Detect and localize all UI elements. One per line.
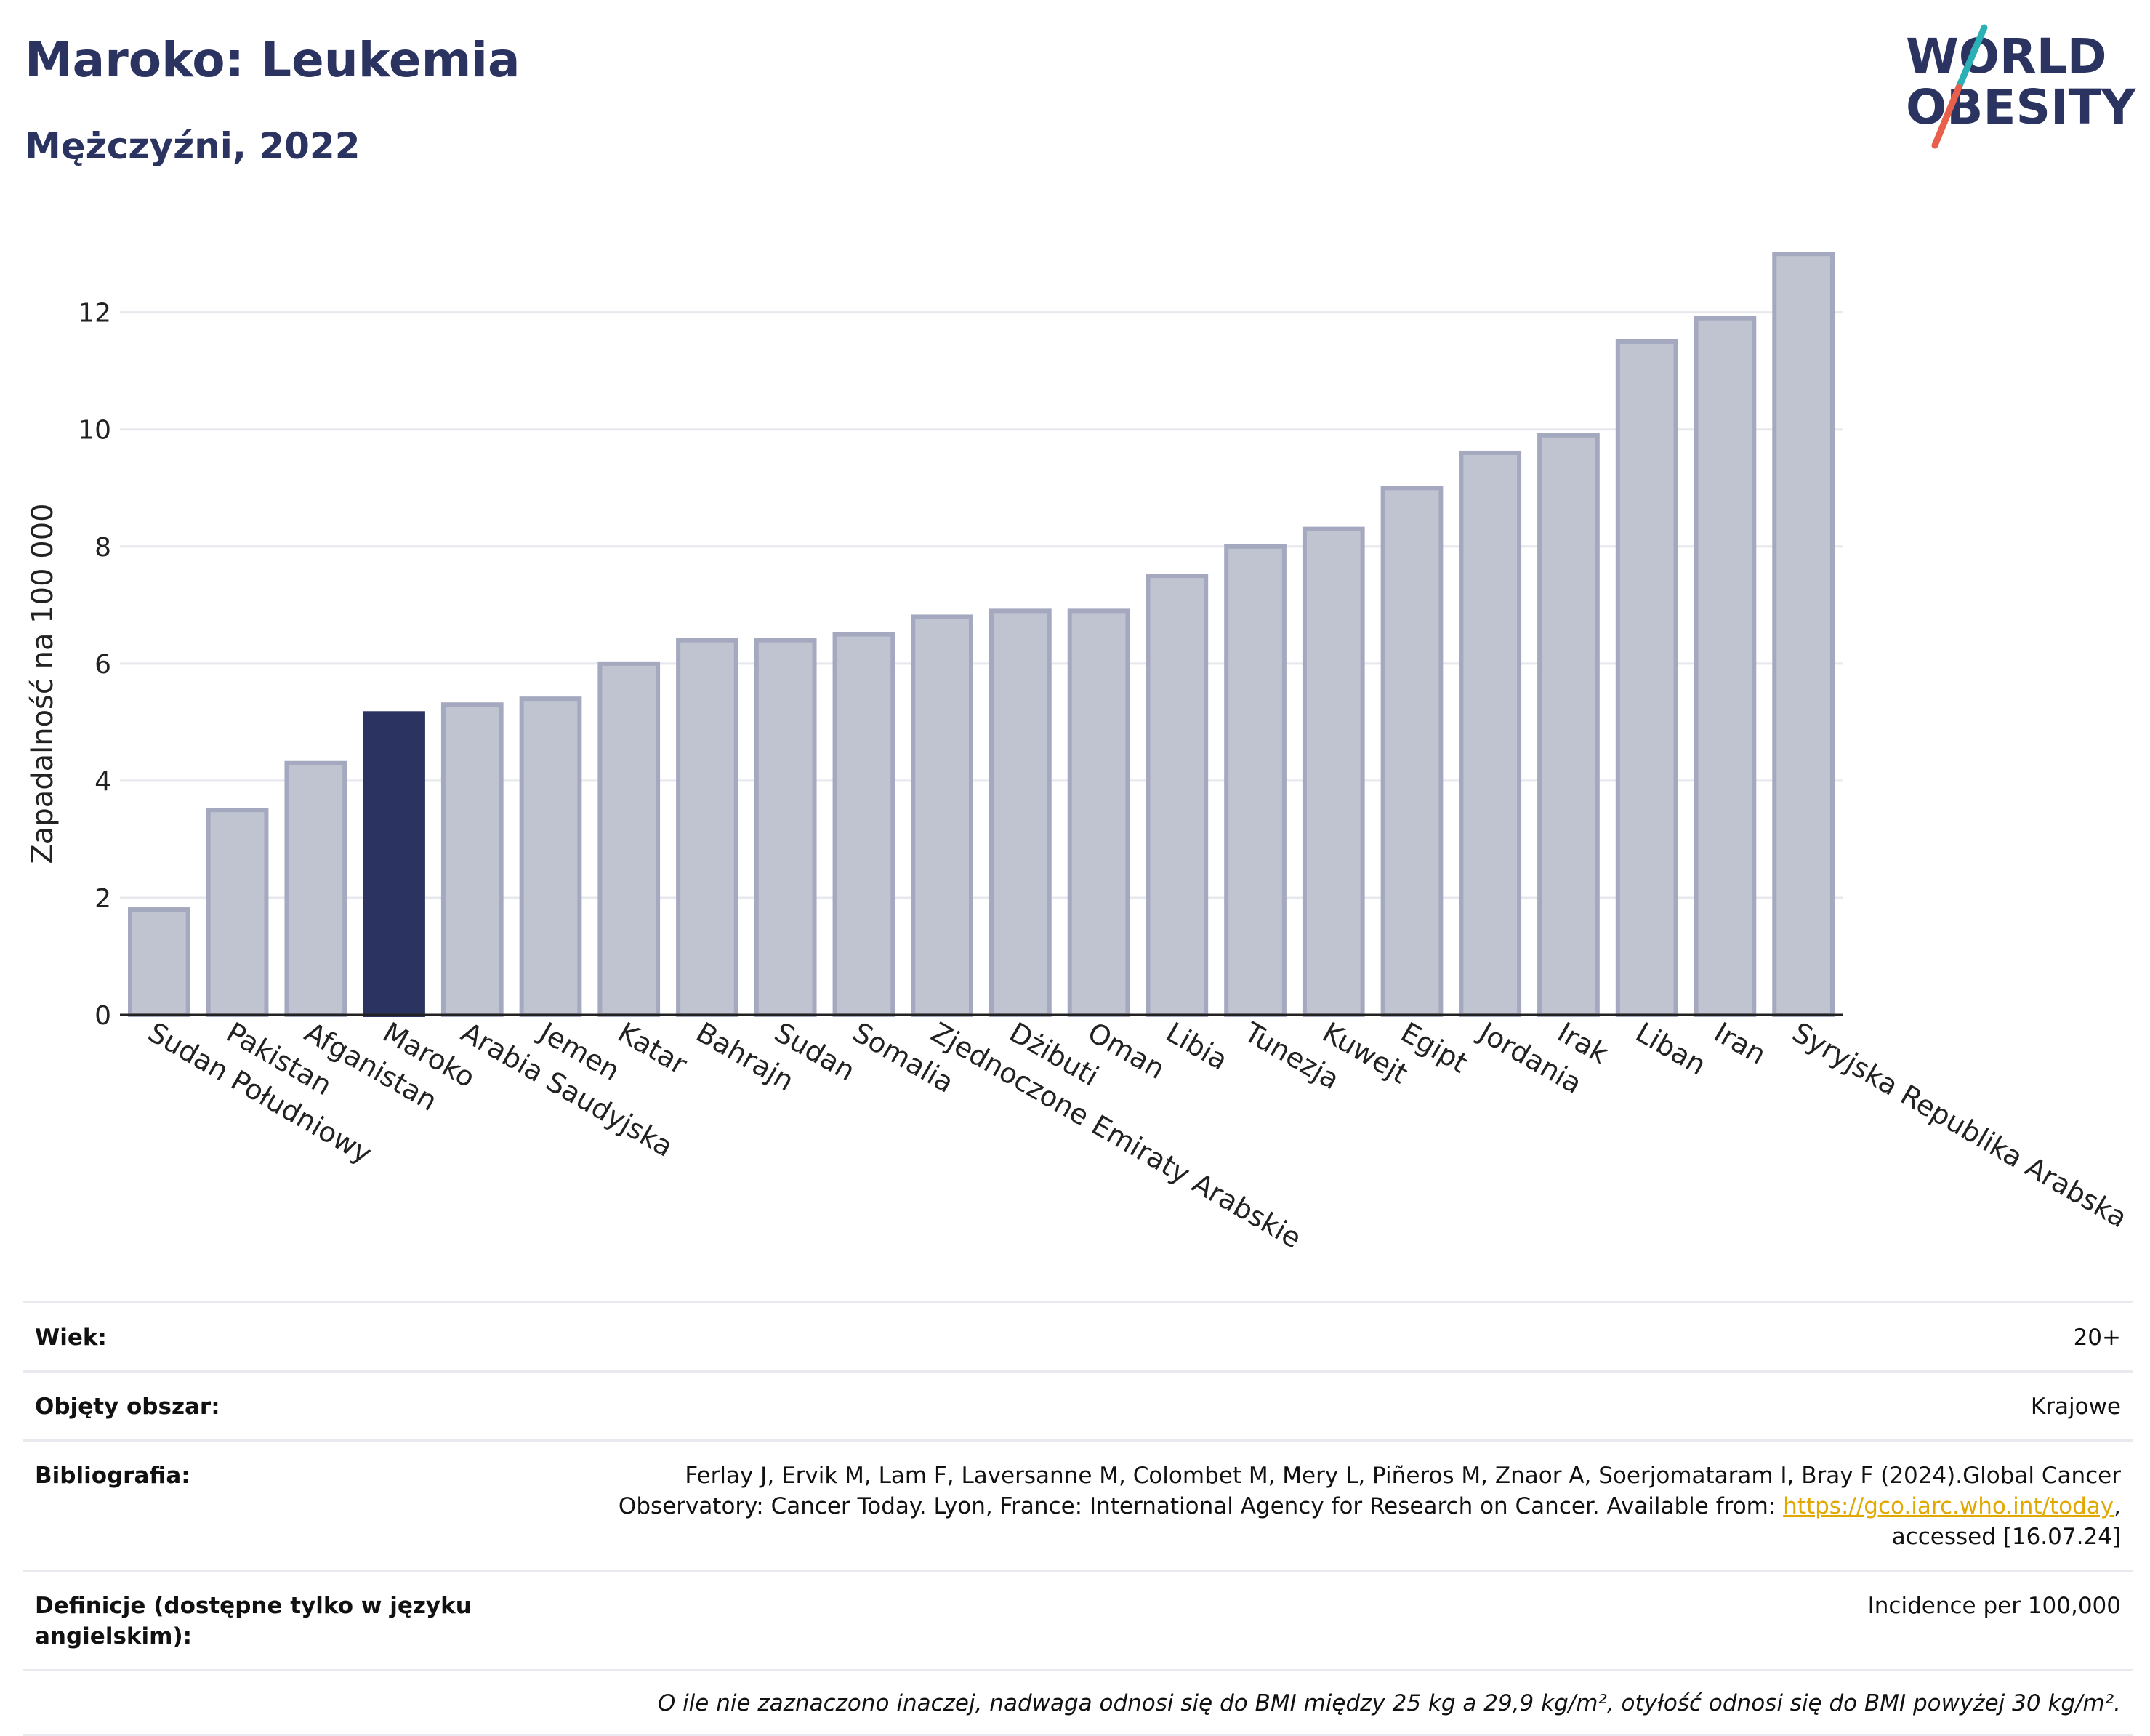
y-axis-label: Zapadalność na 100 000 xyxy=(26,503,60,864)
bar-libia xyxy=(1146,574,1209,1017)
x-axis-ticks: Sudan PołudniowyPakistanAfganistanMaroko… xyxy=(142,1016,2133,1255)
bar-sudan-południowy xyxy=(128,907,190,1017)
bar-jordania xyxy=(1459,450,1522,1017)
chart-title: Maroko: Leukemia xyxy=(25,32,520,88)
bar-chart: 0 2 4 6 8 10 12 Sudan PołudniowyPakistanAfgani… xyxy=(26,252,2133,1255)
bar-tunezja xyxy=(1224,544,1287,1017)
meta-row-bibliography: Bibliografia: Ferlay J, Ervik M, Lam F, … xyxy=(23,1439,2133,1570)
meta-row-coverage: Objęty obszar: Krajowe xyxy=(23,1370,2133,1439)
logo-word-world: WORLD xyxy=(1906,28,2107,84)
x-tick-label: Iran xyxy=(1709,1016,1771,1071)
y-axis-ticks: 0 2 4 6 8 10 12 xyxy=(78,299,111,1031)
bar-pakistan xyxy=(206,808,269,1017)
y-tick-label: 4 xyxy=(94,767,111,797)
bar-liban xyxy=(1615,339,1678,1017)
bar-dżibuti xyxy=(989,608,1052,1017)
bar-maroko xyxy=(363,711,425,1018)
bar-irak xyxy=(1537,433,1600,1017)
logo-slash-red xyxy=(1931,84,1962,149)
x-tick-label: Syryjska Republika Arabska xyxy=(1787,1016,2133,1234)
bar-iran xyxy=(1694,316,1757,1018)
bar-arabia-saudyjska xyxy=(440,702,504,1017)
bar-syryjska-republika-arabska xyxy=(1772,252,1835,1018)
bib-text-line1: Ferlay J, Ervik M, Lam F, Laversanne M, … xyxy=(685,1463,2121,1489)
meta-age-label: Wiek: xyxy=(35,1325,107,1351)
chart-subtitle: Mężczyźni, 2022 xyxy=(25,125,361,167)
meta-def-value: Incidence per 100,000 xyxy=(1867,1593,2121,1619)
meta-row-note: O ile nie zaznaczono inaczej, nadwaga od… xyxy=(23,1669,2133,1736)
meta-def-label: Definicje (dostępne tylko w języku angie… xyxy=(35,1593,472,1649)
y-tick-label: 0 xyxy=(94,1001,111,1031)
bar-zjednoczone-emiraty-arabskie xyxy=(911,614,973,1017)
y-tick-label: 10 xyxy=(78,416,111,446)
meta-age-value: 20+ xyxy=(2073,1325,2121,1351)
bar-oman xyxy=(1067,608,1130,1017)
bib-text-accessed: accessed [16.07.24] xyxy=(1891,1524,2121,1550)
bar-afganistan xyxy=(284,760,347,1017)
meta-bib-value: Ferlay J, Ervik M, Lam F, Laversanne M, … xyxy=(500,1460,2121,1552)
meta-note: O ile nie zaznaczono inaczej, nadwaga od… xyxy=(657,1690,2121,1716)
bars xyxy=(128,252,1835,1018)
meta-coverage-value: Krajowe xyxy=(2030,1394,2121,1420)
meta-row-age: Wiek: 20+ xyxy=(23,1301,2133,1370)
x-tick-label: Liban xyxy=(1630,1016,1711,1082)
world-obesity-logo: WORLD OBESITY xyxy=(1906,24,2137,149)
y-tick-label: 8 xyxy=(94,533,111,563)
bar-kuwejt xyxy=(1302,526,1365,1017)
meta-coverage-label: Objęty obszar: xyxy=(35,1394,220,1420)
x-tick-label: Katar xyxy=(613,1016,693,1081)
y-tick-label: 2 xyxy=(94,884,111,914)
metadata-table: Wiek: 20+ Objęty obszar: Krajowe Bibliog… xyxy=(23,1301,2133,1736)
bar-egipt xyxy=(1380,486,1444,1017)
bib-text-line2: Observatory: Cancer Today. Lyon, France:… xyxy=(618,1493,1784,1519)
bib-comma: , xyxy=(2114,1493,2121,1519)
meta-bib-label: Bibliografia: xyxy=(35,1463,190,1489)
bar-bahrajn xyxy=(676,638,738,1017)
y-tick-label: 12 xyxy=(78,299,111,329)
x-tick-label: Libia xyxy=(1161,1016,1233,1077)
bar-jemen xyxy=(519,696,582,1017)
bib-link[interactable]: https://gco.iarc.who.int/today xyxy=(1783,1493,2114,1519)
logo-slash-teal xyxy=(1955,24,1988,91)
meta-row-definitions: Definicje (dostępne tylko w języku angie… xyxy=(23,1570,2133,1669)
bar-katar xyxy=(597,661,661,1017)
bar-somalia xyxy=(832,632,895,1017)
bar-sudan xyxy=(754,638,817,1017)
y-tick-label: 6 xyxy=(94,650,111,680)
